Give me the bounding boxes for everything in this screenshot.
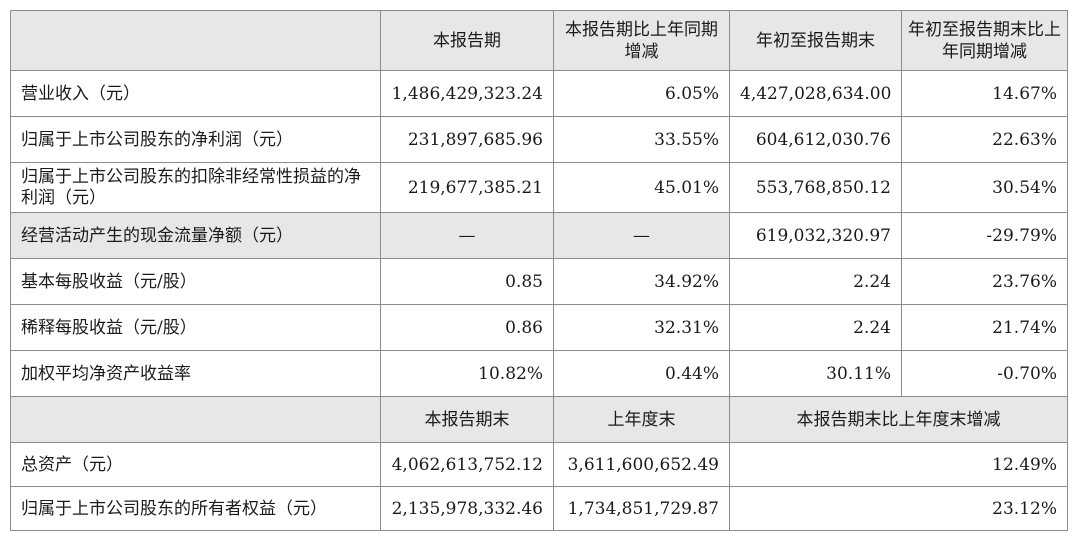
cell-value: 0.85 (380, 258, 554, 305)
table-row: 归属于上市公司股东的扣除非经常性损益的净利润（元） 219,677,385.21… (10, 162, 1068, 213)
cell-value: 231,897,685.96 (380, 116, 554, 163)
row-label: 归属于上市公司股东的扣除非经常性损益的净利润（元） (10, 162, 381, 213)
cell-value: 34.92% (553, 258, 730, 305)
cell-value: -29.79% (901, 212, 1068, 259)
cell-value: 219,677,385.21 (380, 162, 554, 213)
financial-summary-table: 本报告期 本报告期比上年同期增减 年初至报告期末 年初至报告期末比上年同期增减 … (10, 10, 1068, 531)
table-row: 基本每股收益（元/股） 0.85 34.92% 2.24 23.76% (10, 258, 1068, 305)
table-row: 稀释每股收益（元/股） 0.86 32.31% 2.24 21.74% (10, 304, 1068, 351)
cell-value-dash: — (380, 212, 554, 259)
cell-value: 0.86 (380, 304, 554, 351)
row-label: 经营活动产生的现金流量净额（元） (10, 212, 381, 259)
header-ytd: 年初至报告期末 (729, 10, 902, 71)
cell-value: 2,135,978,332.46 (380, 486, 554, 531)
cell-value: 23.76% (901, 258, 1068, 305)
header-current-period-yoy: 本报告期比上年同期增减 (553, 10, 730, 71)
row-label: 归属于上市公司股东的所有者权益（元） (10, 486, 381, 531)
row-label: 基本每股收益（元/股） (10, 258, 381, 305)
row-label: 营业收入（元） (10, 70, 381, 117)
table-row: 加权平均净资产收益率 10.82% 0.44% 30.11% -0.70% (10, 350, 1068, 397)
header-row: 本报告期 本报告期比上年同期增减 年初至报告期末 年初至报告期末比上年同期增减 (10, 10, 1068, 71)
cell-value: 10.82% (380, 350, 554, 397)
cell-value: 2.24 (729, 258, 902, 305)
financial-table-container: 本报告期 本报告期比上年同期增减 年初至报告期末 年初至报告期末比上年同期增减 … (10, 10, 1068, 531)
cell-value: 33.55% (553, 116, 730, 163)
cell-value: -0.70% (901, 350, 1068, 397)
header-row-balance: 本报告期末 上年度末 本报告期末比上年度末增减 (10, 396, 1068, 443)
row-label: 归属于上市公司股东的净利润（元） (10, 116, 381, 163)
row-label: 加权平均净资产收益率 (10, 350, 381, 397)
table-row: 营业收入（元） 1,486,429,323.24 6.05% 4,427,028… (10, 70, 1068, 117)
cell-value: 1,734,851,729.87 (553, 486, 730, 531)
header-corner-cell (10, 396, 381, 443)
cell-value: 30.54% (901, 162, 1068, 213)
cell-value: 3,611,600,652.49 (553, 442, 730, 487)
header-corner-cell (10, 10, 381, 71)
cell-value: 23.12% (729, 486, 1068, 531)
header-period-end-change: 本报告期末比上年度末增减 (729, 396, 1068, 443)
row-label: 总资产（元） (10, 442, 381, 487)
cell-value: 12.49% (729, 442, 1068, 487)
cell-value: 619,032,320.97 (729, 212, 902, 259)
table-row: 总资产（元） 4,062,613,752.12 3,611,600,652.49… (10, 442, 1068, 487)
table-row: 归属于上市公司股东的所有者权益（元） 2,135,978,332.46 1,73… (10, 486, 1068, 531)
cell-value: 1,486,429,323.24 (380, 70, 554, 117)
header-current-period: 本报告期 (380, 10, 554, 71)
row-label: 稀释每股收益（元/股） (10, 304, 381, 351)
cell-value: 4,062,613,752.12 (380, 442, 554, 487)
cell-value: 604,612,030.76 (729, 116, 902, 163)
cell-value: 21.74% (901, 304, 1068, 351)
header-ytd-yoy: 年初至报告期末比上年同期增减 (901, 10, 1068, 71)
table-row: 归属于上市公司股东的净利润（元） 231,897,685.96 33.55% 6… (10, 116, 1068, 163)
cell-value: 14.67% (901, 70, 1068, 117)
cell-value: 6.05% (553, 70, 730, 117)
cell-value: 2.24 (729, 304, 902, 351)
header-period-end: 本报告期末 (380, 396, 554, 443)
cell-value: 32.31% (553, 304, 730, 351)
cell-value: 4,427,028,634.00 (729, 70, 902, 117)
cell-value: 553,768,850.12 (729, 162, 902, 213)
cell-value: 45.01% (553, 162, 730, 213)
cell-value: 22.63% (901, 116, 1068, 163)
cell-value-dash: — (553, 212, 730, 259)
header-prior-year-end: 上年度末 (553, 396, 730, 443)
cell-value: 0.44% (553, 350, 730, 397)
table-row: 经营活动产生的现金流量净额（元） — — 619,032,320.97 -29.… (10, 212, 1068, 259)
cell-value: 30.11% (729, 350, 902, 397)
